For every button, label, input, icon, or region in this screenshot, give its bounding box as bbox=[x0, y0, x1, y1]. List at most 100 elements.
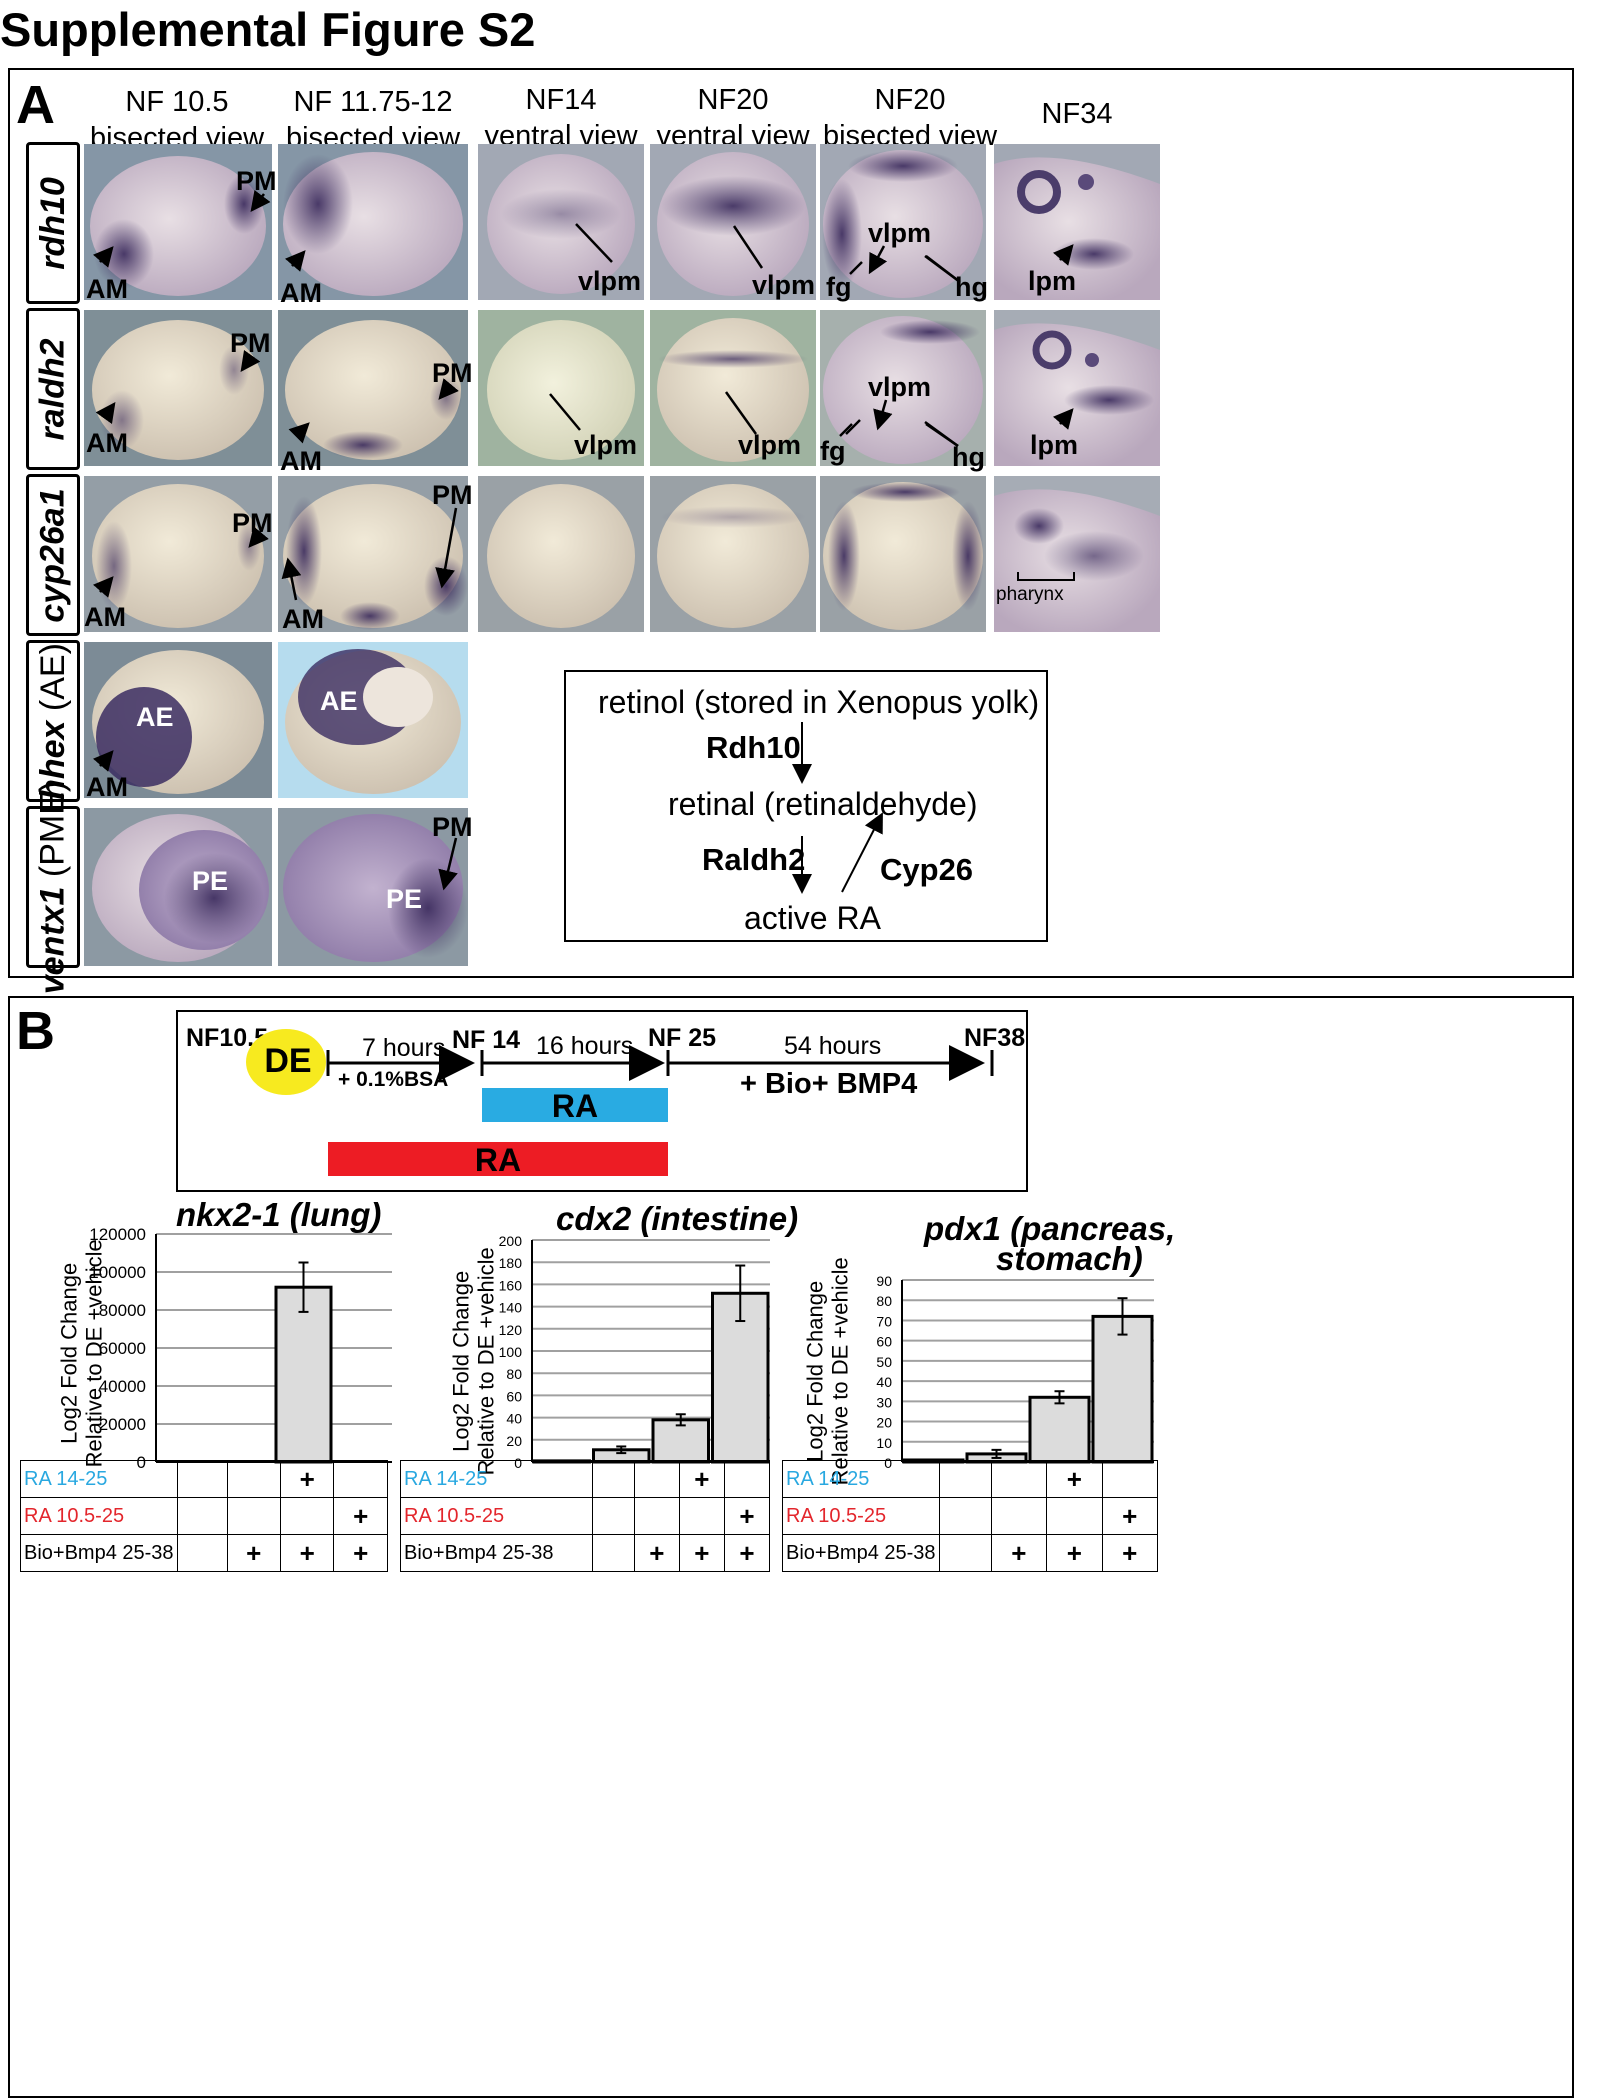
conditions-table-nkx2-1: RA 14-25 + RA 10.5-25 + Bio+Bmp4 25-38 + + + bbox=[20, 1460, 388, 1572]
condition-mark: + bbox=[1101, 1534, 1159, 1572]
y-tick-label: 120000 bbox=[89, 1225, 146, 1244]
label-vlpm: vlpm bbox=[868, 372, 932, 402]
condition-row: RA 10.5-25 + bbox=[400, 1497, 771, 1535]
condition-label: Bio+Bmp4 25-38 bbox=[782, 1534, 940, 1572]
condition-mark bbox=[1046, 1497, 1103, 1535]
timeline-7-hours: 7 hours bbox=[362, 1034, 446, 1062]
y-tick-label: 20 bbox=[506, 1433, 522, 1449]
label-am: AM bbox=[280, 278, 322, 308]
timeline-graphic bbox=[246, 1029, 994, 1176]
condition-label: RA 14-25 bbox=[782, 1460, 940, 1498]
embryo-photo-rdh10-nf10-5 bbox=[84, 144, 272, 300]
conditions-table-pdx1: RA 14-25 + RA 10.5-25 + Bio+Bmp4 25-38 + + + bbox=[782, 1460, 1159, 1572]
label-lpm: lpm bbox=[1028, 266, 1077, 296]
chart-title-nkx2-1: nkx2-1 (lung) bbox=[176, 1196, 382, 1233]
embryo-photo-hhex-nf12 bbox=[278, 642, 468, 798]
embryo-photo-rdh10-nf14 bbox=[478, 144, 644, 300]
column-header-nf34: NF34 bbox=[994, 96, 1160, 132]
label-am: AM bbox=[86, 772, 128, 802]
pathway-raldh2: Raldh2 bbox=[702, 842, 806, 877]
y-tick-label: 80 bbox=[506, 1366, 522, 1382]
bar bbox=[1091, 1314, 1154, 1464]
label-pe: PE bbox=[192, 866, 229, 896]
column-header-line1: NF14 bbox=[525, 84, 597, 116]
condition-mark bbox=[176, 1534, 228, 1572]
label-pe: PE bbox=[386, 884, 423, 914]
label-vlpm: vlpm bbox=[738, 430, 802, 460]
pathway-cyp26: Cyp26 bbox=[880, 852, 974, 887]
row-label-ventx1: ventx1 (PME) bbox=[26, 780, 80, 994]
embryo-photo-rdh10-nf20-ventral bbox=[650, 144, 816, 300]
figure-title: Supplemental Figure S2 bbox=[0, 3, 536, 56]
condition-mark: + bbox=[678, 1534, 725, 1572]
condition-row: Bio+Bmp4 25-38 + + + bbox=[782, 1534, 1159, 1572]
condition-mark bbox=[176, 1497, 228, 1535]
condition-mark bbox=[591, 1534, 635, 1572]
y-tick-label: 10 bbox=[876, 1435, 892, 1451]
column-header-line1: NF20 bbox=[874, 84, 946, 116]
y-tick-label: 80 bbox=[876, 1293, 892, 1309]
label-pharynx: pharynx bbox=[996, 584, 1064, 605]
condition-row: RA 10.5-25 + bbox=[20, 1497, 388, 1535]
chart-title-cdx2: cdx2 (intestine) bbox=[556, 1200, 799, 1237]
condition-mark: + bbox=[333, 1497, 388, 1535]
condition-mark: + bbox=[723, 1534, 771, 1572]
y-tick-label: 50 bbox=[876, 1354, 892, 1370]
pathway-active-ra: active RA bbox=[744, 900, 881, 936]
y-tick-label: 200 bbox=[499, 1233, 523, 1249]
chart-title-pdx1-line2: stomach) bbox=[996, 1240, 1143, 1277]
condition-row: RA 14-25 + bbox=[400, 1460, 771, 1498]
condition-mark bbox=[279, 1497, 335, 1535]
label-am: AM bbox=[86, 428, 128, 458]
column-header-line1: NF20 bbox=[697, 84, 769, 116]
y-tick-label: 70 bbox=[876, 1313, 892, 1329]
ra-red-label: RA bbox=[474, 1142, 522, 1178]
y-tick-label: 100 bbox=[499, 1344, 523, 1360]
label-fg: fg bbox=[820, 436, 846, 466]
column-header-line1: NF 10.5 bbox=[125, 86, 229, 118]
condition-mark: + bbox=[279, 1534, 335, 1572]
label-pm: PM bbox=[432, 480, 473, 510]
label-am: AM bbox=[280, 446, 322, 476]
condition-label: RA 10.5-25 bbox=[782, 1497, 940, 1535]
y-tick-label: 40000 bbox=[99, 1377, 146, 1396]
timeline-16-hours: 16 hours bbox=[536, 1032, 634, 1060]
embryo-photo-rdh10-nf20-bisected bbox=[820, 144, 986, 300]
condition-row: RA 10.5-25 + bbox=[782, 1497, 1159, 1535]
ylabel-line1: Log2 Fold Change bbox=[802, 1280, 828, 1462]
condition-mark bbox=[938, 1460, 992, 1498]
timeline-nf25: NF 25 bbox=[648, 1024, 717, 1052]
label-am: AM bbox=[86, 274, 128, 304]
column-header-line1: NF 11.75-12 bbox=[293, 86, 453, 118]
pathway-rdh10: Rdh10 bbox=[706, 730, 801, 765]
panel-a-arrows bbox=[93, 190, 1074, 891]
label-fg: fg bbox=[826, 272, 852, 302]
condition-mark bbox=[176, 1460, 228, 1498]
condition-mark bbox=[226, 1460, 281, 1498]
de-circle bbox=[246, 1029, 326, 1095]
y-tick-label: 160 bbox=[499, 1277, 523, 1293]
conditions-table-cdx2: RA 14-25 + RA 10.5-25 + Bio+Bmp4 25-38 + + + bbox=[400, 1460, 771, 1572]
condition-mark bbox=[591, 1497, 635, 1535]
y-tick-label: 90 bbox=[876, 1273, 892, 1289]
embryo-photo-cyp26a1-nf10-5 bbox=[84, 476, 272, 632]
embryo-photo-raldh2-nf14 bbox=[478, 310, 644, 466]
timeline-de: DE bbox=[264, 1042, 312, 1080]
condition-mark: + bbox=[633, 1534, 680, 1572]
y-tick-label: 80000 bbox=[99, 1301, 146, 1320]
condition-mark bbox=[226, 1497, 281, 1535]
row-label-rdh10: rdh10 bbox=[26, 142, 80, 304]
condition-label: RA 14-25 bbox=[20, 1460, 178, 1498]
condition-mark: + bbox=[678, 1460, 725, 1498]
y-tick-label: 20 bbox=[876, 1415, 892, 1431]
condition-mark bbox=[633, 1497, 680, 1535]
y-tick-label: 40 bbox=[876, 1374, 892, 1390]
label-am: AM bbox=[84, 602, 126, 632]
embryo-photo-cyp26a1-nf14 bbox=[478, 476, 644, 632]
condition-mark: + bbox=[1046, 1534, 1103, 1572]
condition-mark: + bbox=[333, 1534, 388, 1572]
condition-mark: + bbox=[226, 1534, 281, 1572]
timeline-bsa: + 0.1%BSA bbox=[338, 1068, 449, 1091]
